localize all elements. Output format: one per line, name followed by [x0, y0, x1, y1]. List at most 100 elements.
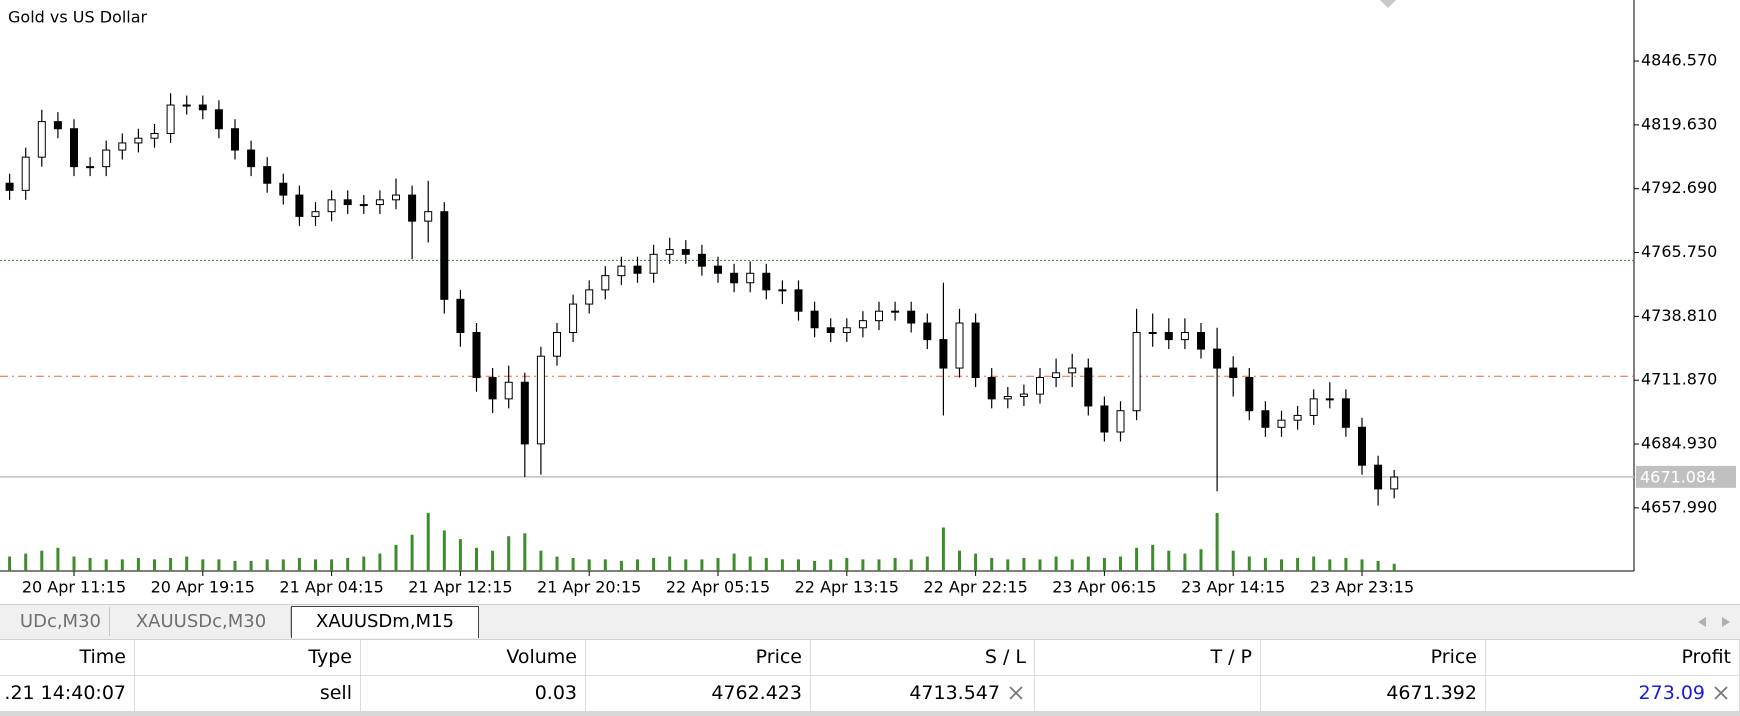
volume-bar — [1119, 556, 1122, 571]
header-cell[interactable]: S / L — [811, 640, 1035, 675]
close-icon[interactable] — [1713, 685, 1729, 701]
volume-bar — [120, 559, 124, 571]
volume-bar — [636, 559, 639, 571]
table-cell: 0.03 — [361, 676, 586, 711]
y-tick-label: 4684.930 — [1641, 434, 1717, 453]
volume-bar — [442, 530, 446, 571]
candle-body — [939, 339, 948, 369]
chart-tab-active[interactable]: XAUUSDm,M15 — [291, 606, 479, 638]
y-tick-label: 4711.870 — [1641, 370, 1717, 389]
header-cell[interactable]: Type — [135, 640, 361, 675]
volume-bar — [523, 533, 527, 571]
volume-bar — [1296, 557, 1300, 571]
volume-bar — [877, 559, 881, 571]
header-cell[interactable]: Profit — [1486, 640, 1740, 675]
cell-text: 0.03 — [534, 682, 577, 704]
candle-body — [1052, 372, 1061, 379]
volume-bar — [1054, 556, 1058, 571]
candle-body — [585, 289, 594, 305]
volume-bar — [458, 539, 462, 571]
candle-body — [1148, 332, 1157, 335]
candle-body — [1036, 377, 1044, 395]
volume-bar — [780, 559, 784, 571]
chart: Gold vs US Dollar 4846.570 4819.630 4792.6… — [0, 0, 1736, 597]
volume-bar — [1376, 560, 1380, 571]
y-tick-label: 4765.750 — [1641, 242, 1717, 261]
volume-bar — [1183, 553, 1187, 571]
table-cell — [1035, 676, 1261, 711]
candle-body — [150, 132, 159, 139]
volume-bar — [1280, 559, 1283, 571]
volume-bar — [668, 556, 672, 571]
chart-tab[interactable]: UDc,M30 — [0, 607, 110, 636]
candle-body — [601, 275, 610, 291]
volume-bar — [700, 559, 704, 571]
candle-body — [1019, 393, 1028, 397]
volume-bar — [1328, 559, 1332, 571]
volume-bar — [56, 547, 60, 571]
x-tick-label: 22 Apr 05:15 — [666, 578, 770, 597]
volume-bar — [925, 556, 929, 571]
header-cell[interactable]: Time — [0, 640, 135, 675]
volume-bar — [861, 559, 865, 571]
close-x — [1714, 686, 1728, 700]
header-cell[interactable]: T / P — [1035, 640, 1261, 675]
volume-bar — [732, 553, 736, 571]
candle-body — [1132, 332, 1141, 412]
volume-bar — [571, 557, 575, 571]
candle-body — [569, 303, 578, 334]
header-cell[interactable]: Price — [1261, 640, 1486, 675]
candle-body — [1003, 395, 1012, 400]
candle-body — [53, 121, 62, 130]
scroll-left[interactable] — [1698, 617, 1706, 627]
chart-tab[interactable]: XAUUSDc,M30 — [112, 607, 291, 636]
candle-body — [794, 289, 803, 312]
volume-bar — [1247, 556, 1251, 571]
candle-body — [279, 182, 288, 196]
volume-bar — [797, 559, 800, 571]
volume-bar — [136, 557, 140, 571]
cell-text: 4762.423 — [711, 682, 802, 704]
y-tick-label: 4738.810 — [1641, 306, 1717, 325]
candle-body — [1390, 476, 1399, 490]
candle-body — [923, 322, 932, 341]
candle-body — [891, 310, 900, 313]
volume-bar — [265, 559, 269, 571]
candle-body — [440, 211, 449, 300]
candle-body — [826, 327, 835, 334]
volume-bar — [974, 553, 978, 571]
header-cell[interactable]: Price — [586, 640, 811, 675]
candle-body — [536, 355, 545, 445]
candle-body — [987, 377, 996, 400]
header-cell[interactable]: Volume — [361, 640, 586, 675]
candle-body — [778, 289, 787, 292]
candle-body — [311, 211, 320, 217]
candle-body — [955, 322, 964, 369]
volume-bar — [1231, 550, 1235, 571]
volume-bar — [1006, 559, 1010, 571]
volume-bar — [1360, 559, 1364, 571]
tab-scroll[interactable] — [1680, 607, 1740, 637]
candle-body — [21, 156, 30, 191]
candle-body — [1068, 367, 1077, 374]
candle-body — [1341, 398, 1350, 428]
scroll-right[interactable] — [1722, 617, 1730, 627]
x-tick-label: 21 Apr 20:15 — [537, 578, 641, 597]
candle-body — [488, 377, 497, 400]
cell-text: 273.09 — [1638, 682, 1705, 704]
table-row[interactable]: .21 14:40:07 sell 0.03 4762.423 4713.547 4671… — [0, 676, 1740, 711]
candle-body — [649, 253, 658, 274]
volume-bar — [1086, 556, 1090, 571]
candle-body — [247, 149, 256, 168]
volume-bar — [426, 513, 430, 571]
scroll-marker — [1380, 0, 1396, 8]
candle-body — [520, 381, 529, 445]
close-icon[interactable] — [1008, 685, 1024, 701]
volume-bar — [1344, 557, 1348, 571]
candle-body — [681, 249, 690, 255]
x-tick-label: 23 Apr 06:15 — [1052, 578, 1156, 597]
candle-body — [1245, 377, 1254, 412]
candle-body — [70, 128, 78, 168]
tab-bar: UDc,M30 XAUUSDc,M30 XAUUSDm,M15 — [0, 604, 1740, 640]
